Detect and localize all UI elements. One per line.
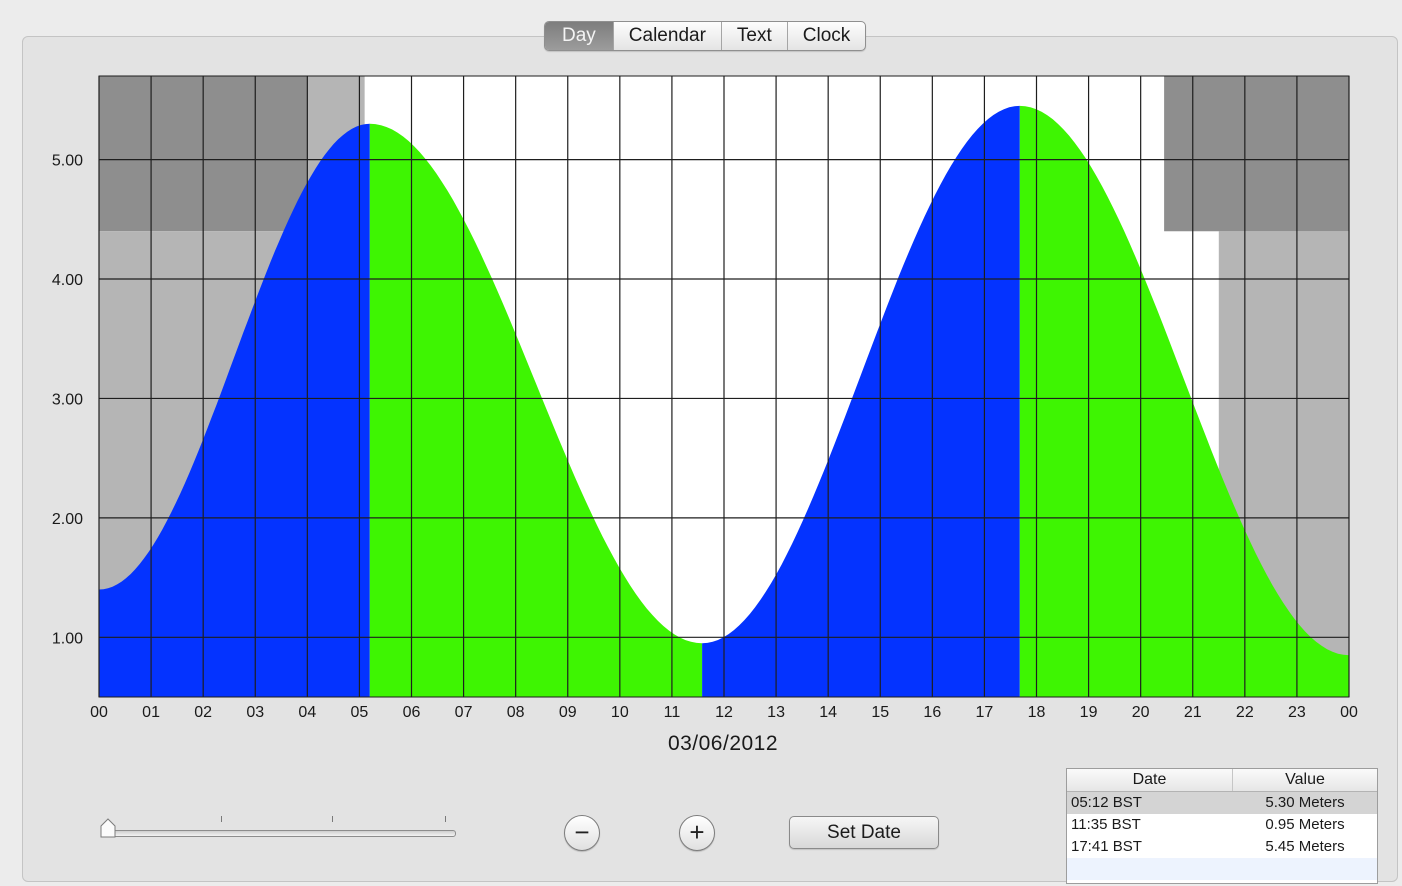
chart-grid: [98, 75, 1350, 698]
view-tabs: Day Calendar Text Clock: [544, 21, 867, 51]
x-tick-label: 09: [559, 704, 577, 721]
x-tick-label: 13: [767, 704, 785, 721]
x-tick-label: 19: [1080, 704, 1098, 721]
x-tick-label: 16: [923, 704, 941, 721]
night-band: [1164, 76, 1349, 232]
rising-tide-area: [99, 123, 370, 698]
column-header-value[interactable]: Value: [1285, 771, 1325, 788]
x-tick-label: 00: [1340, 704, 1358, 721]
table-row[interactable]: 11:35 BST 0.95 Meters: [1067, 814, 1377, 836]
row-date: 17:41 BST: [1071, 838, 1142, 855]
y-tick-labels: 1.00 2.00 3.00 4.00 5.00: [52, 153, 83, 648]
row-value: 0.95 Meters: [1265, 816, 1345, 833]
zoom-out-button[interactable]: −: [564, 815, 600, 851]
row-value: 5.45 Meters: [1265, 838, 1345, 855]
x-tick-label: 05: [351, 704, 369, 721]
slider-track[interactable]: [108, 830, 456, 837]
table-row-empty: [1067, 858, 1377, 880]
y-tick-label: 2.00: [52, 511, 83, 528]
slider-tick: [221, 816, 222, 822]
x-tick-label: 18: [1028, 704, 1046, 721]
zoom-in-button[interactable]: +: [679, 815, 715, 851]
x-tick-label: 21: [1184, 704, 1202, 721]
y-tick-label: 4.00: [52, 272, 83, 289]
y-tick-label: 5.00: [52, 153, 83, 170]
slider-thumb[interactable]: [100, 818, 116, 838]
row-date: 11:35 BST: [1071, 816, 1141, 833]
x-tick-label: 04: [298, 704, 316, 721]
x-tick-labels: 00 01 02 03 04 05 06 07 08 09 10 11 12 13 14 15 16 17 18 19…: [90, 704, 1358, 721]
table-header: Date Value: [1067, 769, 1377, 792]
x-tick-label: 17: [976, 704, 994, 721]
y-tick-label: 1.00: [52, 630, 83, 647]
slider-tick: [332, 816, 333, 822]
x-tick-label: 02: [194, 704, 212, 721]
x-tick-label: 01: [142, 704, 160, 721]
tab-text[interactable]: Text: [720, 22, 787, 50]
tab-clock[interactable]: Clock: [786, 22, 866, 50]
x-tick-label: 07: [455, 704, 473, 721]
falling-tide-area: [369, 123, 703, 698]
tide-extremes-table: Date Value 05:12 BST 5.30 Meters 11:35 B…: [1066, 768, 1378, 884]
x-tick-label: 03: [246, 704, 264, 721]
x-tick-label: 20: [1132, 704, 1150, 721]
y-tick-label: 3.00: [52, 391, 83, 408]
x-tick-label: 12: [715, 704, 733, 721]
tab-calendar[interactable]: Calendar: [612, 22, 721, 50]
table-row[interactable]: 05:12 BST 5.30 Meters: [1067, 792, 1377, 814]
x-tick-label: 23: [1288, 704, 1306, 721]
x-tick-label: 22: [1236, 704, 1254, 721]
x-tick-label: 08: [507, 704, 525, 721]
falling-tide-area: [1019, 105, 1349, 697]
x-tick-label: 15: [871, 704, 889, 721]
row-date: 05:12 BST: [1071, 794, 1142, 811]
column-header-date[interactable]: Date: [1067, 769, 1233, 791]
plot-border: [98, 75, 1350, 698]
row-value: 5.30 Meters: [1265, 794, 1345, 811]
tide-areas: [99, 105, 1349, 698]
x-tick-label: 06: [403, 704, 421, 721]
table-row[interactable]: 17:41 BST 5.45 Meters: [1067, 836, 1377, 858]
x-tick-label: 10: [611, 704, 629, 721]
date-slider[interactable]: [98, 812, 460, 844]
x-tick-label: 14: [819, 704, 837, 721]
tab-day[interactable]: Day: [545, 22, 613, 50]
rising-tide-area: [702, 105, 1020, 697]
set-date-button[interactable]: Set Date: [789, 816, 939, 849]
x-tick-label: 11: [664, 704, 681, 721]
slider-tick: [445, 816, 446, 822]
x-tick-label: 00: [90, 704, 108, 721]
